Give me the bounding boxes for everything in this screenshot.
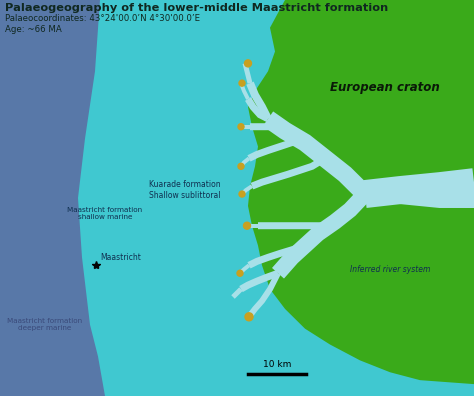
Polygon shape: [247, 242, 306, 268]
Text: Maastricht formation
shallow marine: Maastricht formation shallow marine: [67, 208, 143, 220]
Polygon shape: [243, 63, 253, 84]
Circle shape: [245, 60, 252, 67]
Text: Maastricht formation
deeper marine: Maastricht formation deeper marine: [8, 318, 82, 331]
Text: Palaeocoordinates: 43°24'00.0’N 4°30'00.0’E: Palaeocoordinates: 43°24'00.0’N 4°30'00.…: [5, 14, 200, 23]
Polygon shape: [250, 123, 286, 134]
Polygon shape: [231, 287, 243, 299]
Polygon shape: [245, 97, 270, 122]
Polygon shape: [248, 0, 474, 396]
Polygon shape: [365, 184, 474, 208]
Polygon shape: [239, 157, 250, 168]
Polygon shape: [247, 224, 258, 228]
Polygon shape: [0, 0, 105, 396]
Polygon shape: [263, 111, 371, 200]
Polygon shape: [238, 264, 250, 275]
Polygon shape: [246, 272, 281, 319]
Polygon shape: [239, 82, 250, 100]
Text: Palaeogeography of the lower-middle Maastricht formation: Palaeogeography of the lower-middle Maas…: [5, 3, 388, 13]
Circle shape: [245, 313, 253, 321]
Circle shape: [239, 80, 245, 86]
Circle shape: [244, 222, 250, 229]
Text: 10 km: 10 km: [263, 360, 291, 369]
Polygon shape: [239, 270, 279, 292]
Text: Maastricht: Maastricht: [100, 253, 141, 262]
Polygon shape: [364, 168, 474, 208]
Circle shape: [238, 124, 244, 130]
Circle shape: [238, 163, 244, 169]
Polygon shape: [241, 185, 253, 196]
Circle shape: [239, 191, 245, 197]
Text: Kuarade formation
Shallow sublittoral: Kuarade formation Shallow sublittoral: [149, 181, 221, 200]
Circle shape: [237, 270, 243, 276]
Polygon shape: [258, 219, 336, 229]
Text: Inferred river system: Inferred river system: [350, 265, 430, 274]
Polygon shape: [246, 82, 272, 121]
Text: European craton: European craton: [330, 81, 440, 93]
Polygon shape: [247, 139, 305, 162]
Polygon shape: [272, 188, 371, 278]
Polygon shape: [241, 125, 250, 129]
Text: Age: ~66 MA: Age: ~66 MA: [5, 25, 62, 34]
Polygon shape: [251, 155, 327, 189]
